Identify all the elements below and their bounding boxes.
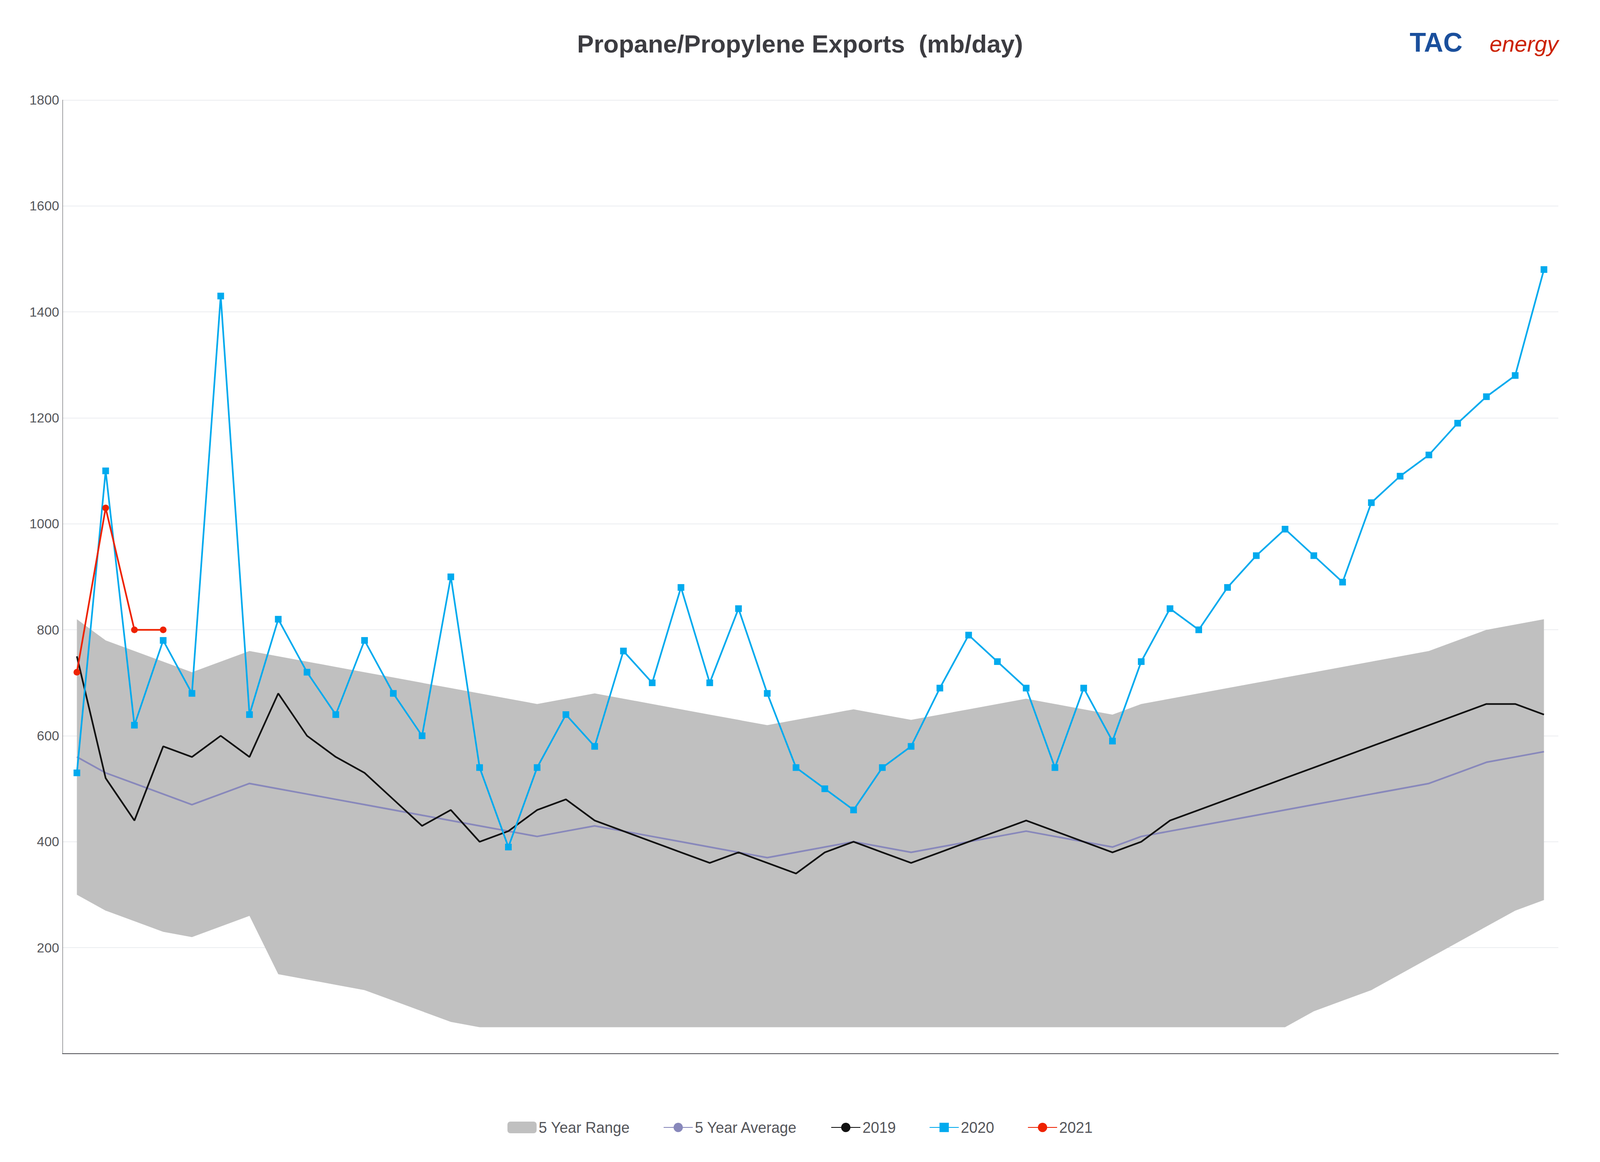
svg-text:TAC: TAC bbox=[1409, 27, 1463, 58]
svg-text:2019: 2019 bbox=[862, 1119, 896, 1137]
svg-text:1200: 1200 bbox=[29, 410, 60, 426]
svg-text:200: 200 bbox=[37, 940, 60, 956]
svg-text:1800: 1800 bbox=[29, 92, 60, 108]
svg-text:2020: 2020 bbox=[960, 1119, 995, 1137]
svg-text:5 Year Range: 5 Year Range bbox=[538, 1119, 630, 1137]
svg-text:2021: 2021 bbox=[1059, 1119, 1093, 1137]
svg-text:energy: energy bbox=[1489, 31, 1560, 57]
svg-text:5 Year Average: 5 Year Average bbox=[695, 1119, 797, 1137]
svg-text:Propane/Propylene Exports (mb: Propane/Propylene Exports (mb/day) bbox=[577, 30, 1023, 58]
svg-text:1600: 1600 bbox=[29, 198, 60, 214]
svg-text:1000: 1000 bbox=[29, 516, 60, 532]
svg-text:800: 800 bbox=[37, 622, 60, 638]
svg-text:1400: 1400 bbox=[29, 304, 60, 320]
svg-text:600: 600 bbox=[37, 728, 60, 744]
svg-text:400: 400 bbox=[37, 834, 60, 850]
